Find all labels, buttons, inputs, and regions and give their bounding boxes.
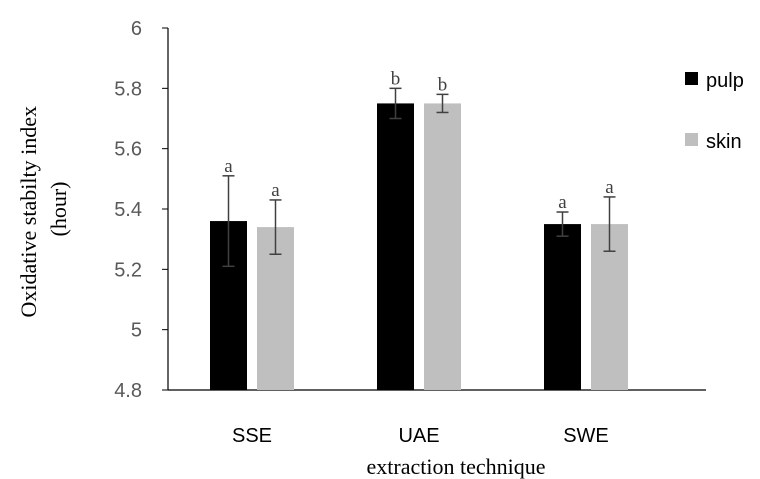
bar-pulp-swe bbox=[544, 224, 581, 390]
y-tick-label: 5.2 bbox=[114, 259, 142, 281]
y-tick-label: 5.4 bbox=[114, 199, 142, 221]
x-tick-label: SWE bbox=[563, 425, 609, 447]
y-axis-title: Oxidative stabilty index (hour) bbox=[16, 101, 71, 318]
significance-label: a bbox=[271, 180, 280, 201]
error-bar bbox=[603, 196, 616, 252]
y-tick-label: 5.8 bbox=[114, 78, 142, 100]
bar-skin-uae bbox=[424, 103, 461, 391]
bars bbox=[210, 103, 628, 391]
significance-label: b bbox=[438, 74, 448, 95]
error-bar bbox=[436, 93, 449, 114]
legend-swatch-skin bbox=[685, 133, 698, 146]
legend-label-skin: skin bbox=[706, 131, 742, 153]
significance-label: a bbox=[605, 177, 614, 198]
error-bar bbox=[389, 87, 402, 120]
x-axis: SSE UAE SWE bbox=[168, 389, 706, 447]
bar-pulp-uae bbox=[377, 103, 414, 391]
y-tick-label: 5.6 bbox=[114, 139, 142, 161]
significance-label: a bbox=[224, 156, 233, 177]
legend-swatch-pulp bbox=[685, 72, 698, 85]
y-tick-label: 5 bbox=[131, 320, 142, 342]
x-tick-label: UAE bbox=[398, 425, 439, 447]
error-bars bbox=[222, 87, 616, 268]
y-axis-title-line-1: Oxidative stabilty index bbox=[16, 106, 41, 317]
significance-label: a bbox=[558, 192, 567, 213]
significance-labels: a b a a b a bbox=[224, 68, 614, 213]
y-tick-label: 6 bbox=[131, 18, 142, 40]
significance-label: b bbox=[391, 68, 401, 89]
legend-label-pulp: pulp bbox=[706, 70, 744, 92]
y-axis-title-line-2: (hour) bbox=[46, 182, 71, 237]
legend: pulp skin bbox=[685, 70, 744, 153]
x-axis-title: extraction technique bbox=[367, 454, 546, 479]
error-bar bbox=[269, 199, 282, 255]
error-bar bbox=[222, 175, 235, 268]
y-axis: 4.8 5 5.2 5.4 5.6 5.8 6 bbox=[114, 18, 169, 402]
y-tick-label: 4.8 bbox=[114, 380, 142, 402]
x-tick-label: SSE bbox=[232, 425, 272, 447]
error-bar bbox=[556, 211, 569, 237]
